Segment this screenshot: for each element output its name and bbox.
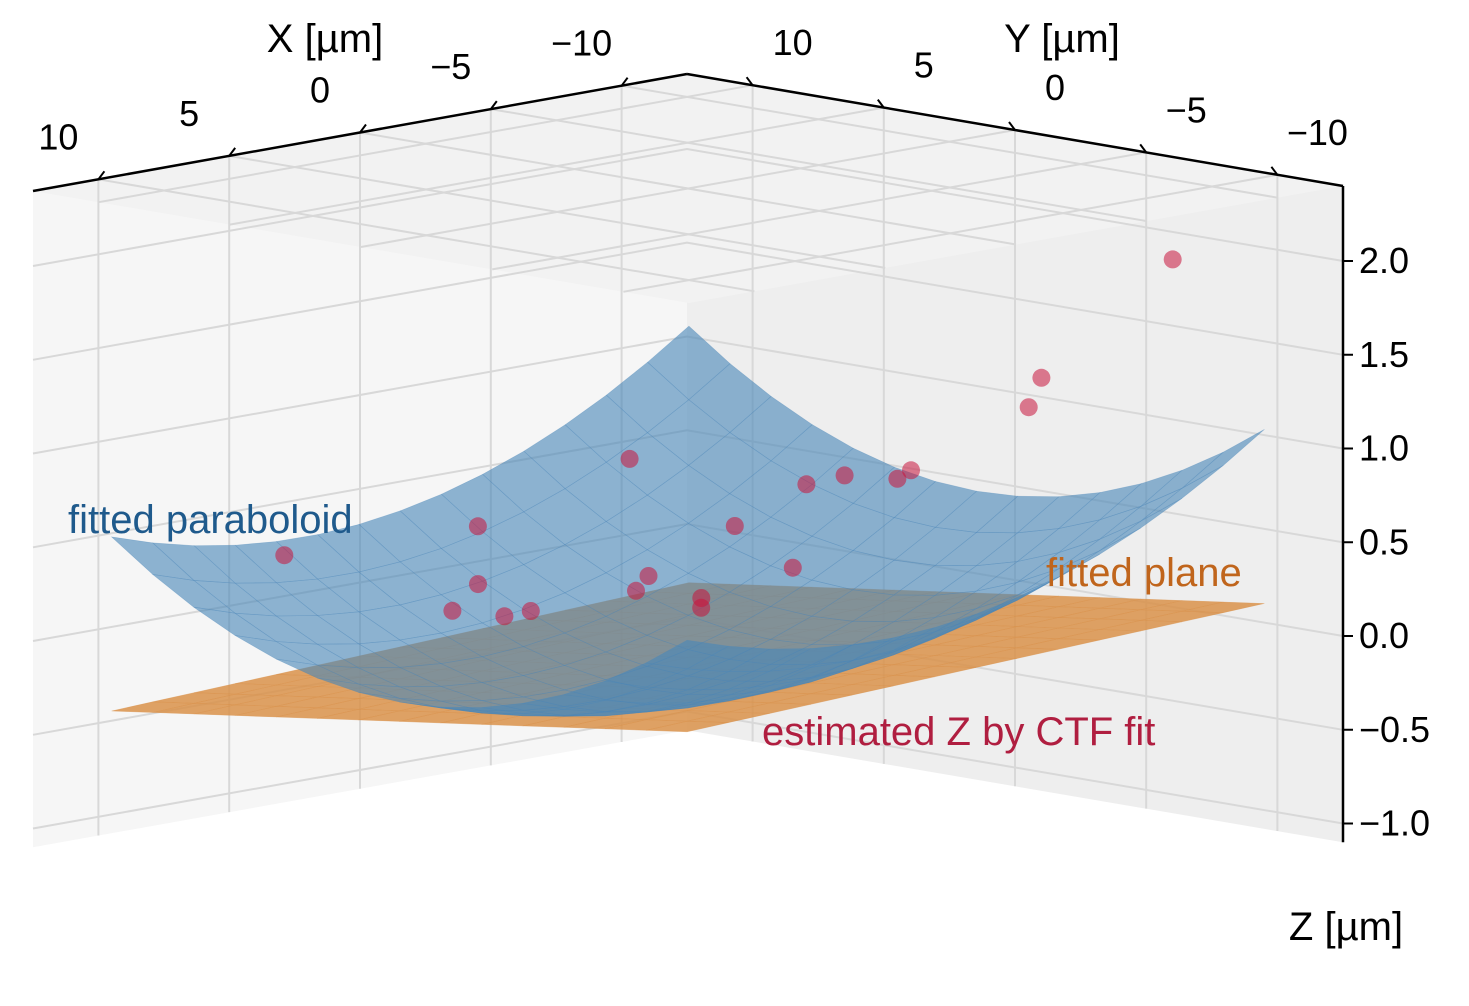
x-tick-label: −10	[551, 23, 612, 64]
data-point	[1163, 250, 1182, 269]
data-point	[627, 581, 645, 600]
y-tick	[745, 76, 754, 86]
x-tick	[228, 147, 236, 157]
data-point	[725, 517, 744, 535]
y-tick-label: −10	[1287, 112, 1348, 153]
data-point	[835, 466, 854, 485]
data-point	[902, 461, 920, 480]
grid-line-z	[32, 241, 1344, 361]
x-tick-label: 10	[38, 116, 78, 157]
data-point	[692, 598, 711, 617]
y-tick-label: 10	[773, 22, 813, 63]
data-point	[888, 469, 907, 488]
paraboloid-facet	[110, 536, 195, 581]
z-axis-label: Z [µm]	[1289, 905, 1403, 949]
data-point	[639, 567, 658, 585]
paraboloid-annotation: fitted paraboloid	[68, 498, 353, 542]
data-point	[495, 607, 514, 626]
y-tick	[1270, 166, 1279, 176]
y-tick-label: −5	[1166, 89, 1207, 130]
z-tick-label: −0.5	[1359, 709, 1430, 750]
z-tick-label: 1.0	[1359, 428, 1409, 469]
data-point	[275, 546, 294, 565]
plane-facet	[111, 701, 194, 713]
x-tick-label: 5	[179, 93, 199, 134]
y-tick	[1008, 121, 1016, 131]
y-tick	[1139, 143, 1147, 153]
y-axis-label: Y [µm]	[1004, 17, 1120, 61]
data-point	[468, 517, 487, 536]
plane-annotation: fitted plane	[1046, 551, 1242, 595]
x-tick	[489, 100, 498, 110]
data-point	[1019, 398, 1038, 417]
z-tick-label: −1.0	[1359, 803, 1430, 844]
data-point	[1032, 368, 1051, 387]
estimated-z-points	[275, 250, 1182, 626]
x-tick	[97, 170, 106, 180]
y-tick-label: 0	[1045, 67, 1065, 108]
data-point	[469, 575, 487, 594]
fitted-paraboloid-surface	[110, 325, 1265, 717]
y-tick	[876, 98, 885, 109]
points-annotation: estimated Z by CTF fit	[762, 710, 1155, 754]
data-point	[521, 602, 540, 620]
data-point	[783, 558, 802, 577]
y-tick-label: 5	[914, 45, 934, 86]
grid-line-z	[32, 147, 1344, 267]
data-point	[797, 475, 816, 494]
x-tick	[359, 123, 367, 134]
x-tick	[620, 77, 629, 87]
z-tick-label: 0.5	[1359, 521, 1409, 562]
x-axis-label: X [µm]	[267, 17, 383, 61]
x-tick-label: −5	[430, 46, 471, 87]
data-point	[620, 449, 639, 468]
data-point	[443, 601, 462, 620]
z-tick-label: 1.5	[1359, 334, 1409, 375]
z-tick-label: 2.0	[1359, 240, 1409, 281]
tick-labels: 10 5 0 −5 −10 10 5 0 −5 −10 2.0 1.5 1.0 0.5 0.0 −0.5 −1.…	[38, 22, 1430, 843]
x-tick-label: 0	[310, 70, 330, 111]
z-tick-label: 0.0	[1359, 615, 1409, 656]
